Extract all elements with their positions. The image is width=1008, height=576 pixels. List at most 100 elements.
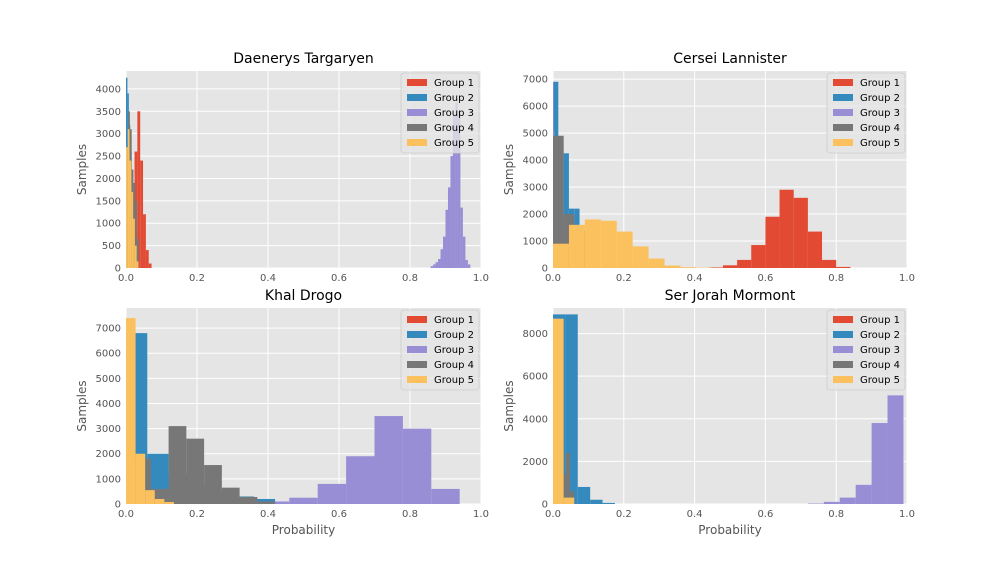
y-tick-label: 4000: [523, 414, 548, 425]
series-group-5: [553, 318, 575, 504]
x-tick-label: 1.0: [473, 273, 489, 284]
x-tick-label: 0.4: [260, 509, 276, 520]
x-tick-label: 0.8: [402, 273, 418, 284]
legend-swatch: [833, 124, 853, 131]
histogram-bar: [465, 259, 468, 268]
legend: Group 1 Group 2 Group 3 Group 4 Group 5: [400, 309, 480, 391]
legend-swatch: [407, 94, 427, 101]
legend-label: Group 3: [860, 108, 900, 119]
y-axis-label: Samples: [502, 144, 516, 195]
y-tick-label: 500: [102, 241, 121, 252]
legend-label: Group 2: [434, 93, 474, 104]
legend-swatch: [407, 331, 427, 338]
legend-label: Group 4: [434, 360, 474, 371]
legend-swatch: [833, 316, 853, 323]
histogram-bar: [793, 197, 808, 268]
x-axis-label: Probability: [698, 523, 761, 537]
y-tick-label: 6000: [523, 102, 548, 113]
legend-swatch: [833, 361, 853, 368]
y-tick-label: 2000: [96, 449, 121, 460]
legend-label: Group 2: [860, 330, 900, 341]
series-group-3: [430, 102, 471, 268]
y-tick-label: 2000: [96, 174, 121, 185]
x-tick-label: 0.2: [616, 273, 632, 284]
legend-swatch: [833, 109, 853, 116]
legend: Group 1 Group 2 Group 3 Group 4 Group 5: [826, 309, 906, 391]
y-tick-label: 3000: [96, 424, 121, 435]
histogram-bar: [239, 496, 258, 504]
histogram-bar: [737, 259, 752, 268]
x-tick-label: 0.4: [260, 273, 276, 284]
x-tick-label: 0.4: [687, 273, 703, 284]
histogram-bar: [221, 487, 240, 504]
histogram-bar: [134, 245, 137, 268]
legend-swatch: [407, 361, 427, 368]
x-axis-label: Probability: [272, 523, 335, 537]
series-group-5: [126, 129, 139, 268]
x-tick-label: 1.0: [899, 509, 915, 520]
legend-swatch: [407, 316, 427, 323]
x-tick-label: 1.0: [899, 273, 915, 284]
series-group-3: [807, 395, 904, 504]
histogram-bar: [467, 264, 471, 268]
legend-label: Group 2: [860, 93, 900, 104]
legend-swatch: [833, 94, 853, 101]
histogram-bar: [457, 111, 461, 268]
histogram-bar: [565, 452, 570, 504]
y-tick-label: 2000: [523, 457, 548, 468]
histogram-bar: [722, 265, 738, 268]
histogram-bar: [600, 220, 617, 268]
legend-swatch: [833, 331, 853, 338]
legend-swatch: [407, 376, 427, 383]
histogram-bar: [553, 243, 569, 268]
histogram-bar: [602, 502, 615, 504]
legend-swatch: [833, 139, 853, 146]
histogram-bar: [648, 258, 665, 268]
histogram-bar: [708, 267, 723, 268]
x-tick-label: 0.6: [331, 273, 347, 284]
y-tick-label: 0: [115, 264, 121, 275]
legend-label: Group 5: [860, 375, 900, 386]
legend-frame: [826, 309, 906, 391]
legend-label: Group 2: [434, 330, 474, 341]
y-tick-label: 6000: [96, 349, 121, 360]
histogram-bar: [154, 498, 165, 504]
subplot-4: 0.0 0.2 0.4 0.6 0.8 1.0 0 2000 4000 6000 8000 Ser J…: [502, 288, 915, 537]
y-tick-label: 4000: [96, 84, 121, 95]
y-tick-label: 3000: [523, 183, 548, 194]
legend-label: Group 1: [434, 78, 474, 89]
histogram-bar: [346, 456, 375, 504]
histogram-bar: [433, 264, 436, 268]
legend-swatch: [407, 109, 427, 116]
legend-swatch: [833, 79, 853, 86]
legend-label: Group 3: [434, 345, 474, 356]
histogram-bar: [822, 259, 837, 268]
y-tick-label: 1000: [96, 474, 121, 485]
x-tick-label: 0.2: [616, 509, 632, 520]
legend-frame: [400, 309, 480, 391]
histogram-bar: [553, 318, 564, 504]
legend-label: Group 3: [860, 345, 900, 356]
histogram-bar: [126, 147, 128, 268]
series-group-5: [553, 219, 713, 268]
y-tick-label: 4000: [96, 399, 121, 410]
histogram-bar: [317, 483, 347, 504]
histogram-bar: [462, 236, 466, 268]
legend: Group 1 Group 2 Group 3 Group 4 Group 5: [826, 72, 906, 154]
y-tick-label: 6000: [523, 372, 548, 383]
histogram-bar: [143, 214, 146, 268]
legend-label: Group 1: [860, 315, 900, 326]
y-tick-label: 5000: [523, 129, 548, 140]
x-tick-label: 0.6: [331, 509, 347, 520]
histogram-bar: [664, 265, 681, 268]
chart-title: Cersei Lannister: [673, 51, 787, 67]
histogram-bar: [568, 224, 585, 268]
y-tick-label: 7000: [96, 324, 121, 335]
histogram-bar: [839, 497, 856, 504]
histogram-bar: [445, 209, 448, 268]
histogram-bar: [145, 490, 155, 504]
legend-label: Group 4: [434, 123, 474, 134]
y-tick-label: 1000: [96, 219, 121, 230]
histogram-bar: [823, 501, 840, 504]
